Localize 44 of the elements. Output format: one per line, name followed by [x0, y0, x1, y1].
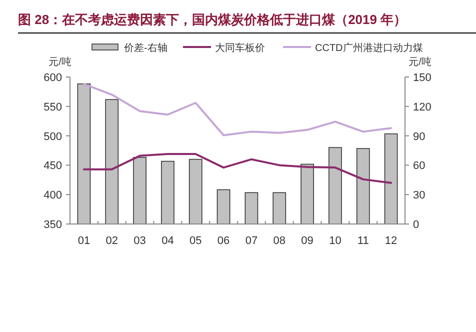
bar: [188, 158, 202, 224]
y2-tick-label: 150: [413, 72, 432, 84]
y2-tick-label: 120: [413, 101, 432, 114]
x-tick-label: 08: [273, 235, 286, 247]
bar: [300, 164, 314, 224]
line-series: [82, 153, 392, 184]
y-tick-label: 500: [44, 130, 62, 143]
y-tick-label: 450: [44, 160, 62, 172]
legend-label: 大同车板价: [215, 42, 265, 54]
legend-label: CCTD广州港进口动力煤: [315, 42, 423, 54]
x-tick-label: 05: [190, 235, 202, 247]
y2-tick-label: 30: [413, 190, 426, 202]
y-tick-label: 550: [44, 101, 62, 114]
x-tick-label: 10: [329, 235, 342, 247]
chart-title: 图 28：在不考虑运费因素下，国内煤炭价格低于进口煤（2019 年）: [18, 12, 407, 27]
legend-label: 价差-右轴: [123, 42, 168, 54]
x-tick-label: 01: [78, 235, 90, 247]
x-tick-label: 07: [245, 235, 258, 247]
y-tick-label: 600: [44, 72, 62, 84]
x-tick-label: 06: [217, 235, 230, 247]
y2-tick-label: 0: [413, 219, 420, 231]
bar: [161, 160, 174, 224]
bar: [328, 147, 342, 224]
y-axis-title: 元/吨: [48, 56, 72, 68]
x-tick-label: 12: [384, 235, 398, 247]
bar: [272, 192, 286, 224]
bar: [244, 192, 258, 224]
line-series: [82, 83, 392, 136]
y2-tick-label: 60: [413, 160, 426, 172]
bar: [216, 189, 230, 224]
bar: [105, 99, 119, 224]
bar: [77, 83, 91, 224]
x-tick-label: 03: [134, 235, 146, 247]
bar: [356, 148, 370, 224]
y2-axis-title: 元/吨: [408, 56, 432, 68]
x-tick-label: 02: [106, 235, 118, 247]
y2-tick-label: 90: [413, 130, 426, 143]
y-tick-label: 400: [44, 190, 62, 202]
x-tick-label: 09: [301, 235, 314, 247]
y-tick-label: 350: [44, 219, 62, 231]
x-tick-label: 04: [162, 235, 174, 247]
x-tick-label: 11: [357, 235, 369, 247]
bar: [384, 133, 398, 224]
bar: [133, 156, 146, 224]
